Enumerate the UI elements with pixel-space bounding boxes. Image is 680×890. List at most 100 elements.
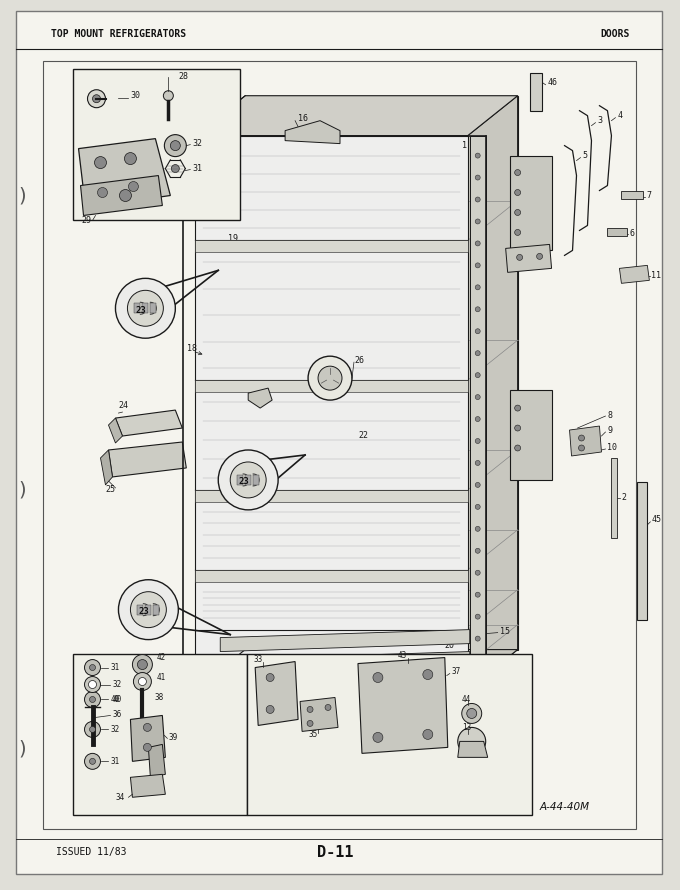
Polygon shape — [570, 426, 602, 456]
Circle shape — [515, 405, 521, 411]
Circle shape — [95, 157, 107, 168]
Text: 4: 4 — [617, 111, 622, 120]
Polygon shape — [506, 245, 551, 272]
Bar — [150, 303, 156, 313]
Circle shape — [143, 743, 152, 751]
Circle shape — [90, 758, 95, 765]
Circle shape — [475, 658, 480, 663]
Circle shape — [129, 182, 139, 191]
Circle shape — [84, 753, 101, 769]
Text: 40: 40 — [110, 695, 120, 704]
Text: D-11: D-11 — [317, 845, 354, 860]
Circle shape — [515, 230, 521, 236]
Circle shape — [475, 570, 480, 575]
Bar — [530, 73, 541, 110]
Circle shape — [475, 175, 480, 180]
Circle shape — [475, 548, 480, 554]
Circle shape — [90, 726, 95, 732]
Text: 40: 40 — [112, 695, 122, 704]
Circle shape — [517, 255, 523, 261]
Circle shape — [423, 669, 432, 680]
Text: 33: 33 — [253, 655, 262, 664]
Polygon shape — [220, 651, 470, 674]
Bar — [237, 475, 243, 485]
Circle shape — [231, 462, 266, 498]
Text: 31: 31 — [110, 756, 120, 766]
Circle shape — [515, 425, 521, 431]
Bar — [509, 390, 551, 480]
Text: 23: 23 — [238, 477, 249, 487]
Text: 17: 17 — [498, 685, 508, 694]
Polygon shape — [195, 380, 468, 392]
Text: 9: 9 — [607, 425, 613, 434]
Bar — [607, 229, 628, 237]
Polygon shape — [220, 629, 470, 651]
Circle shape — [266, 674, 274, 682]
Circle shape — [515, 170, 521, 175]
Text: 32: 32 — [110, 725, 120, 734]
Text: 36: 36 — [112, 710, 122, 719]
Circle shape — [423, 730, 432, 740]
Text: 32: 32 — [112, 680, 122, 689]
Polygon shape — [101, 450, 112, 485]
Text: 24: 24 — [118, 401, 129, 410]
Circle shape — [458, 727, 486, 756]
Circle shape — [475, 219, 480, 224]
Circle shape — [475, 439, 480, 443]
Circle shape — [97, 188, 107, 198]
Text: 27: 27 — [228, 381, 238, 390]
Text: ): ) — [19, 740, 27, 759]
Circle shape — [475, 505, 480, 509]
Text: 21: 21 — [449, 662, 460, 672]
Polygon shape — [109, 418, 122, 443]
Polygon shape — [116, 410, 182, 436]
Text: 18: 18 — [187, 344, 197, 352]
Circle shape — [84, 659, 101, 676]
Bar — [146, 604, 152, 615]
Polygon shape — [468, 96, 517, 690]
Circle shape — [307, 707, 313, 713]
Circle shape — [307, 720, 313, 726]
Polygon shape — [80, 175, 163, 215]
Circle shape — [373, 673, 383, 683]
Bar — [142, 303, 148, 313]
Polygon shape — [195, 490, 468, 502]
Text: 42: 42 — [156, 653, 166, 662]
Polygon shape — [195, 650, 517, 690]
Circle shape — [475, 307, 480, 311]
Polygon shape — [109, 442, 186, 477]
Polygon shape — [300, 698, 338, 732]
Circle shape — [475, 394, 480, 400]
Text: TOP MOUNT REFRIGERATORS: TOP MOUNT REFRIGERATORS — [50, 28, 186, 39]
Polygon shape — [255, 661, 298, 725]
Circle shape — [475, 460, 480, 465]
Circle shape — [537, 254, 543, 259]
Circle shape — [475, 328, 480, 334]
Text: 10: 10 — [607, 443, 617, 452]
Bar — [135, 303, 140, 313]
Polygon shape — [195, 570, 468, 582]
Text: A-44-40M: A-44-40M — [539, 802, 590, 813]
Bar — [137, 604, 143, 615]
Text: 44: 44 — [462, 695, 471, 704]
Circle shape — [131, 592, 167, 627]
Circle shape — [475, 285, 480, 290]
Text: 20: 20 — [445, 641, 455, 650]
Text: ): ) — [19, 186, 27, 205]
Polygon shape — [148, 744, 165, 777]
Circle shape — [475, 373, 480, 377]
Circle shape — [475, 526, 480, 531]
Circle shape — [475, 417, 480, 422]
Bar — [73, 653, 248, 815]
Text: 6: 6 — [630, 229, 634, 238]
Bar — [73, 69, 240, 221]
Circle shape — [171, 165, 180, 173]
Circle shape — [475, 614, 480, 619]
Circle shape — [266, 706, 274, 714]
Circle shape — [579, 445, 585, 451]
Circle shape — [124, 152, 137, 165]
Circle shape — [92, 94, 101, 102]
Polygon shape — [619, 265, 649, 283]
Text: 3: 3 — [598, 117, 602, 125]
Text: 16: 16 — [298, 114, 308, 123]
